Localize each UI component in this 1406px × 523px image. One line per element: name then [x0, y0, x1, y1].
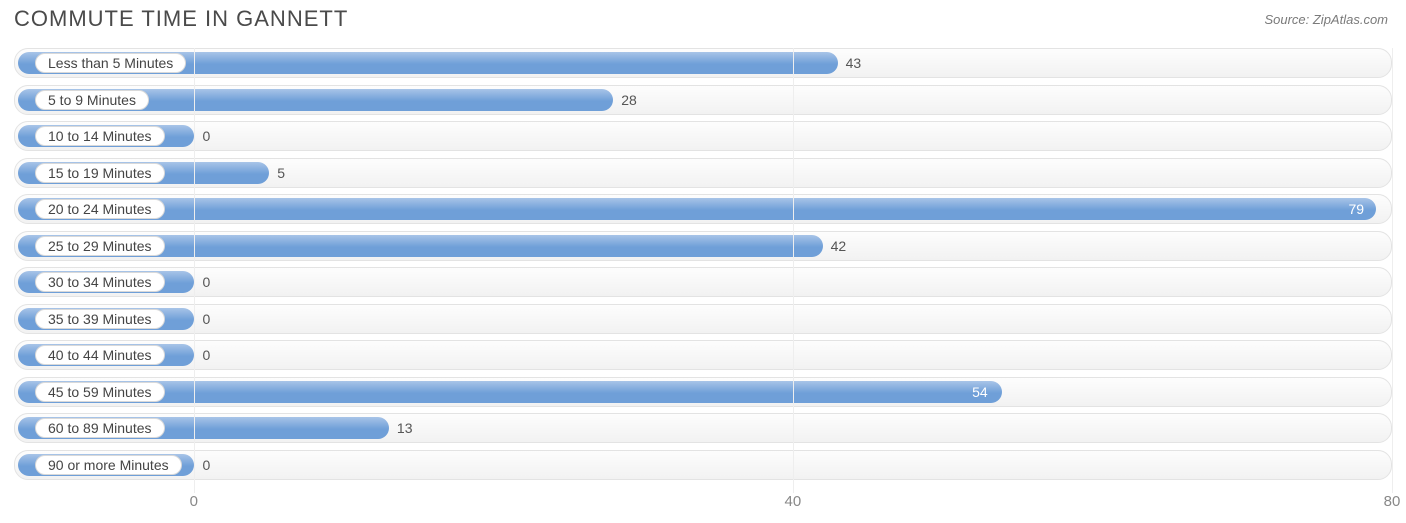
- value-label: 28: [621, 86, 637, 114]
- x-tick: 80: [1384, 493, 1401, 510]
- value-label: 0: [202, 305, 210, 333]
- chart-area: Less than 5 Minutes 43 5 to 9 Minutes 28 10 …: [14, 48, 1392, 487]
- bar-row: 40 to 44 Minutes 0: [14, 340, 1392, 370]
- category-label: 35 to 39 Minutes: [35, 309, 165, 329]
- category-label: 15 to 19 Minutes: [35, 163, 165, 183]
- bar-row: 10 to 14 Minutes 0: [14, 121, 1392, 151]
- bar-row: Less than 5 Minutes 43: [14, 48, 1392, 78]
- chart-title: COMMUTE TIME IN GANNETT: [14, 6, 348, 32]
- value-label: 54: [972, 378, 988, 406]
- category-label: 10 to 14 Minutes: [35, 126, 165, 146]
- category-label: 60 to 89 Minutes: [35, 418, 165, 438]
- value-label: 79: [1348, 195, 1364, 223]
- value-label: 42: [831, 232, 847, 260]
- bar-row: 45 to 59 Minutes 54: [14, 377, 1392, 407]
- value-label: 0: [202, 451, 210, 479]
- bar-row: 5 to 9 Minutes 28: [14, 85, 1392, 115]
- bar-row: 25 to 29 Minutes 42: [14, 231, 1392, 261]
- value-label: 0: [202, 268, 210, 296]
- category-label: 90 or more Minutes: [35, 455, 182, 475]
- value-label: 0: [202, 341, 210, 369]
- grid-line: [194, 48, 195, 493]
- bar-row: 35 to 39 Minutes 0: [14, 304, 1392, 334]
- x-tick: 0: [190, 493, 198, 510]
- category-label: 5 to 9 Minutes: [35, 90, 149, 110]
- grid-line: [1392, 48, 1393, 493]
- value-label: 13: [397, 414, 413, 442]
- grid-line: [793, 48, 794, 493]
- bar-row: 90 or more Minutes 0: [14, 450, 1392, 480]
- value-label: 5: [277, 159, 285, 187]
- x-axis: 04080: [14, 493, 1392, 515]
- bar: [18, 381, 1002, 403]
- category-label: Less than 5 Minutes: [35, 53, 186, 73]
- category-label: 25 to 29 Minutes: [35, 236, 165, 256]
- chart-source: Source: ZipAtlas.com: [1264, 6, 1388, 27]
- category-label: 20 to 24 Minutes: [35, 199, 165, 219]
- category-label: 45 to 59 Minutes: [35, 382, 165, 402]
- bar-row: 30 to 34 Minutes 0: [14, 267, 1392, 297]
- value-label: 43: [846, 49, 862, 77]
- value-label: 0: [202, 122, 210, 150]
- bar-row: 15 to 19 Minutes 5: [14, 158, 1392, 188]
- bar-row: 60 to 89 Minutes 13: [14, 413, 1392, 443]
- category-label: 40 to 44 Minutes: [35, 345, 165, 365]
- bar-row: 20 to 24 Minutes 79: [14, 194, 1392, 224]
- bar: [18, 198, 1376, 220]
- category-label: 30 to 34 Minutes: [35, 272, 165, 292]
- x-tick: 40: [785, 493, 802, 510]
